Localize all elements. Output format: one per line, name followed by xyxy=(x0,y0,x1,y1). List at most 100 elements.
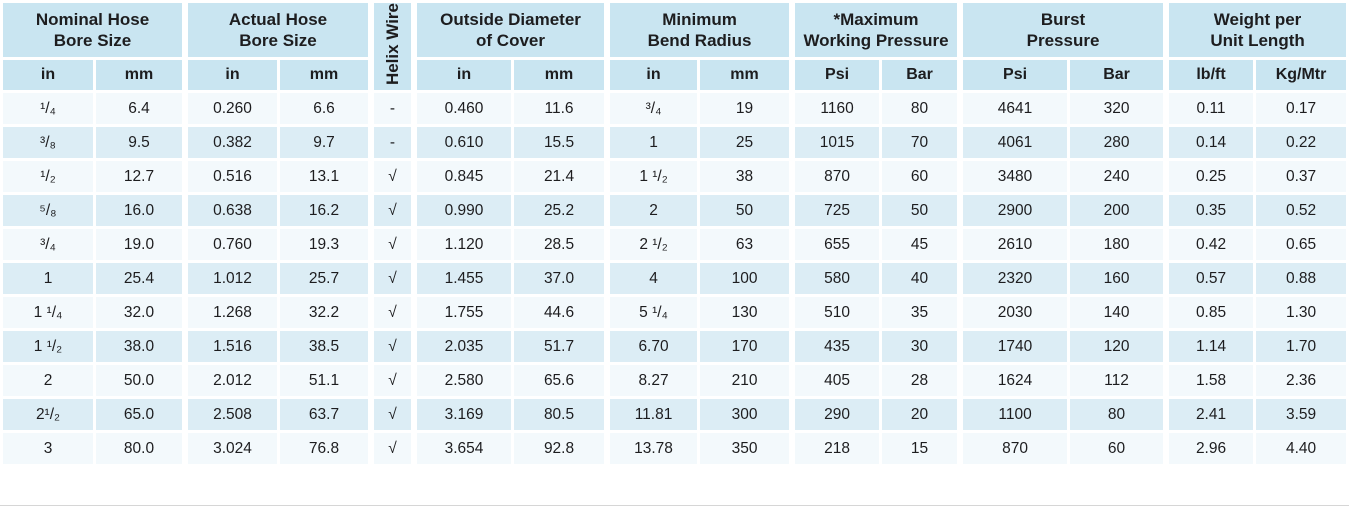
cell-actual-mm: 76.8 xyxy=(280,433,369,465)
cell-wp-bar: 28 xyxy=(882,365,958,397)
cell-helix-wire: √ xyxy=(371,195,412,227)
cell-wp-psi: 290 xyxy=(792,399,880,431)
cell-helix-wire: √ xyxy=(371,229,412,261)
cell-wp-psi: 405 xyxy=(792,365,880,397)
cell-helix-wire: - xyxy=(371,93,412,125)
cell-burst-psi: 870 xyxy=(960,433,1068,465)
cell-burst-bar: 240 xyxy=(1070,161,1164,193)
cell-actual-in: 0.516 xyxy=(185,161,278,193)
cell-bend-mm: 350 xyxy=(700,433,790,465)
table-row: ⁵/₈ 16.0 0.638 16.2 √ 0.990 25.2 2 50 725 50 2900 20… xyxy=(3,195,1347,227)
cell-burst-psi: 2030 xyxy=(960,297,1068,329)
cell-od-mm: 21.4 xyxy=(514,161,605,193)
cell-bend-mm: 50 xyxy=(700,195,790,227)
cell-bend-mm: 25 xyxy=(700,127,790,159)
cell-actual-mm: 6.6 xyxy=(280,93,369,125)
cell-burst-bar: 112 xyxy=(1070,365,1164,397)
cell-nominal-in: ³/₄ xyxy=(3,229,93,261)
unit-od-in: in xyxy=(414,60,512,91)
cell-weight-lbft: 0.35 xyxy=(1166,195,1254,227)
cell-burst-bar: 180 xyxy=(1070,229,1164,261)
cell-weight-kgmtr: 3.59 xyxy=(1256,399,1347,431)
cell-weight-kgmtr: 0.37 xyxy=(1256,161,1347,193)
cell-burst-bar: 120 xyxy=(1070,331,1164,363)
cell-actual-in: 1.516 xyxy=(185,331,278,363)
cell-weight-lbft: 0.57 xyxy=(1166,263,1254,295)
table-row: 2¹/₂ 65.0 2.508 63.7 √ 3.169 80.5 11.81 300 290 20… xyxy=(3,399,1347,431)
cell-nominal-in: 1 xyxy=(3,263,93,295)
cell-bend-in: 4 xyxy=(607,263,698,295)
cell-od-mm: 65.6 xyxy=(514,365,605,397)
unit-bend-in: in xyxy=(607,60,698,91)
cell-weight-kgmtr: 0.17 xyxy=(1256,93,1347,125)
cell-weight-lbft: 2.41 xyxy=(1166,399,1254,431)
cell-actual-in: 0.638 xyxy=(185,195,278,227)
cell-bend-mm: 170 xyxy=(700,331,790,363)
header-helix-wire: Helix Wire xyxy=(371,3,412,91)
cell-nominal-mm: 12.7 xyxy=(96,161,183,193)
cell-bend-in: 13.78 xyxy=(607,433,698,465)
cell-actual-mm: 16.2 xyxy=(280,195,369,227)
cell-nominal-in: 1 ¹/₄ xyxy=(3,297,93,329)
cell-wp-psi: 510 xyxy=(792,297,880,329)
cell-od-mm: 15.5 xyxy=(514,127,605,159)
cell-od-mm: 37.0 xyxy=(514,263,605,295)
table-row: ³/₈ 9.5 0.382 9.7-0.610 15.5 1 25 1015 70 4061 280… xyxy=(3,127,1347,159)
cell-nominal-in: 2 xyxy=(3,365,93,397)
cell-weight-kgmtr: 1.30 xyxy=(1256,297,1347,329)
cell-wp-psi: 1160 xyxy=(792,93,880,125)
cell-od-in: 1.120 xyxy=(414,229,512,261)
cell-burst-psi: 4061 xyxy=(960,127,1068,159)
cell-od-mm: 28.5 xyxy=(514,229,605,261)
cell-actual-in: 0.382 xyxy=(185,127,278,159)
cell-bend-in: 2 xyxy=(607,195,698,227)
cell-od-in: 1.455 xyxy=(414,263,512,295)
cell-bend-in: 8.27 xyxy=(607,365,698,397)
cell-wp-psi: 435 xyxy=(792,331,880,363)
cell-od-in: 1.755 xyxy=(414,297,512,329)
cell-burst-psi: 4641 xyxy=(960,93,1068,125)
cell-burst-psi: 1624 xyxy=(960,365,1068,397)
table-body: ¹/₄ 6.4 0.260 6.6-0.460 11.6 ³/₄ 19 1160 80 4641 3… xyxy=(3,93,1347,465)
table-row: 3 80.0 3.024 76.8 √ 3.654 92.8 13.78 350 218 15 870… xyxy=(3,433,1347,465)
cell-wp-bar: 40 xyxy=(882,263,958,295)
cell-wp-bar: 70 xyxy=(882,127,958,159)
cell-wp-psi: 655 xyxy=(792,229,880,261)
cell-helix-wire: √ xyxy=(371,161,412,193)
cell-od-in: 0.845 xyxy=(414,161,512,193)
cell-bend-mm: 210 xyxy=(700,365,790,397)
cell-wp-psi: 870 xyxy=(792,161,880,193)
cell-weight-lbft: 0.14 xyxy=(1166,127,1254,159)
cell-weight-kgmtr: 0.52 xyxy=(1256,195,1347,227)
cell-helix-wire: √ xyxy=(371,399,412,431)
cell-weight-lbft: 2.96 xyxy=(1166,433,1254,465)
table-header: Nominal Hose Bore Size Actual Hose Bore … xyxy=(3,3,1347,91)
unit-actual-in: in xyxy=(185,60,278,91)
table-row: ³/₄ 19.0 0.760 19.3 √ 1.120 28.5 2 ¹/₂ 63 655 45 26… xyxy=(3,229,1347,261)
cell-bend-in: 6.70 xyxy=(607,331,698,363)
cell-weight-kgmtr: 0.65 xyxy=(1256,229,1347,261)
cell-weight-lbft: 0.25 xyxy=(1166,161,1254,193)
cell-actual-mm: 19.3 xyxy=(280,229,369,261)
cell-weight-kgmtr: 1.70 xyxy=(1256,331,1347,363)
cell-nominal-mm: 19.0 xyxy=(96,229,183,261)
cell-weight-kgmtr: 4.40 xyxy=(1256,433,1347,465)
cell-helix-wire: √ xyxy=(371,331,412,363)
cell-od-in: 2.580 xyxy=(414,365,512,397)
cell-helix-wire: - xyxy=(371,127,412,159)
cell-bend-mm: 38 xyxy=(700,161,790,193)
cell-burst-psi: 2900 xyxy=(960,195,1068,227)
cell-od-in: 3.654 xyxy=(414,433,512,465)
cell-wp-bar: 20 xyxy=(882,399,958,431)
unit-wp-bar: Bar xyxy=(882,60,958,91)
cell-nominal-mm: 25.4 xyxy=(96,263,183,295)
cell-nominal-mm: 38.0 xyxy=(96,331,183,363)
cell-nominal-mm: 32.0 xyxy=(96,297,183,329)
cell-wp-psi: 580 xyxy=(792,263,880,295)
header-nominal-bore-size: Nominal Hose Bore Size xyxy=(3,3,183,58)
cell-weight-lbft: 0.11 xyxy=(1166,93,1254,125)
cell-nominal-in: ³/₈ xyxy=(3,127,93,159)
unit-weight-lbft: lb/ft xyxy=(1166,60,1254,91)
cell-od-mm: 92.8 xyxy=(514,433,605,465)
cell-bend-in: 11.81 xyxy=(607,399,698,431)
